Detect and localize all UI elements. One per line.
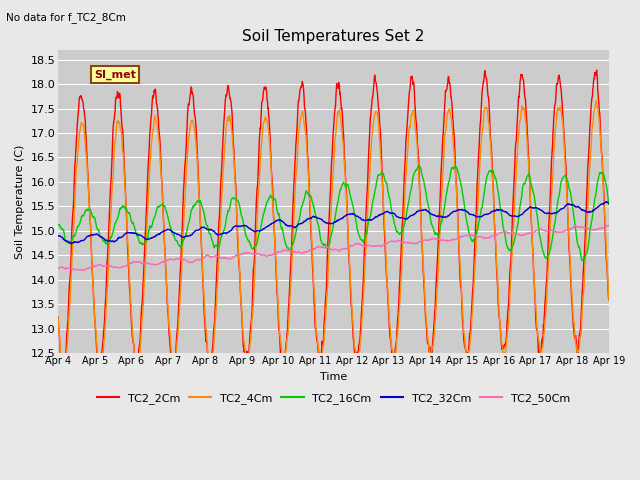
TC2_16Cm [492,176,499,181]
TC2_4Cm [239,324,246,330]
TC2_16Cm [54,222,62,228]
TC2_16Cm [238,214,246,220]
TC2_4Cm [593,98,600,104]
TC2_2Cm [164,304,172,310]
TC2_2Cm [492,235,499,241]
TC2_50Cm [54,265,62,271]
TC2_16Cm [415,163,422,168]
TC2_2Cm [54,314,62,320]
TC2_32Cm [54,233,62,239]
TC2_32Cm [492,208,499,214]
TC2_32Cm [239,223,246,229]
TC2_2Cm [605,297,612,303]
TC2_4Cm [605,296,612,302]
TC2_16Cm [163,211,171,216]
TC2_4Cm [54,316,62,322]
TC2_16Cm [540,251,548,256]
TC2_2Cm [593,67,600,73]
Line: TC2_4Cm: TC2_4Cm [58,101,609,371]
TC2_50Cm [419,238,427,243]
TC2_4Cm [164,298,172,304]
TC2_4Cm [492,231,499,237]
Line: TC2_50Cm: TC2_50Cm [58,225,609,271]
Y-axis label: Soil Temperature (C): Soil Temperature (C) [15,144,25,259]
TC2_32Cm [67,241,74,247]
TC2_4Cm [419,264,427,270]
Text: SI_met: SI_met [94,70,136,80]
TC2_32Cm [540,209,548,215]
TC2_2Cm [540,326,548,332]
TC2_2Cm [177,255,185,261]
TC2_32Cm [177,233,185,239]
Text: No data for f_TC2_8Cm: No data for f_TC2_8Cm [6,12,126,23]
TC2_50Cm [164,257,172,263]
Title: Soil Temperatures Set 2: Soil Temperatures Set 2 [243,29,425,44]
TC2_2Cm [419,268,427,274]
TC2_50Cm [177,256,185,262]
TC2_4Cm [177,281,185,287]
TC2_50Cm [605,222,612,228]
TC2_16Cm [605,202,612,207]
TC2_32Cm [419,207,427,213]
TC2_32Cm [164,227,172,232]
X-axis label: Time: Time [320,372,347,382]
TC2_50Cm [540,228,548,233]
Legend: TC2_2Cm, TC2_4Cm, TC2_16Cm, TC2_32Cm, TC2_50Cm: TC2_2Cm, TC2_4Cm, TC2_16Cm, TC2_32Cm, TC… [92,389,575,408]
TC2_16Cm [419,176,427,182]
TC2_4Cm [540,332,548,338]
TC2_50Cm [80,268,88,274]
TC2_2Cm [133,366,141,372]
TC2_32Cm [605,201,612,206]
TC2_4Cm [60,368,68,374]
Line: TC2_16Cm: TC2_16Cm [58,166,609,261]
Line: TC2_2Cm: TC2_2Cm [58,70,609,369]
TC2_16Cm [579,258,586,264]
Line: TC2_32Cm: TC2_32Cm [58,202,609,244]
TC2_50Cm [492,233,499,239]
TC2_16Cm [177,243,184,249]
TC2_32Cm [603,199,611,204]
TC2_2Cm [239,330,246,336]
TC2_50Cm [239,251,246,257]
